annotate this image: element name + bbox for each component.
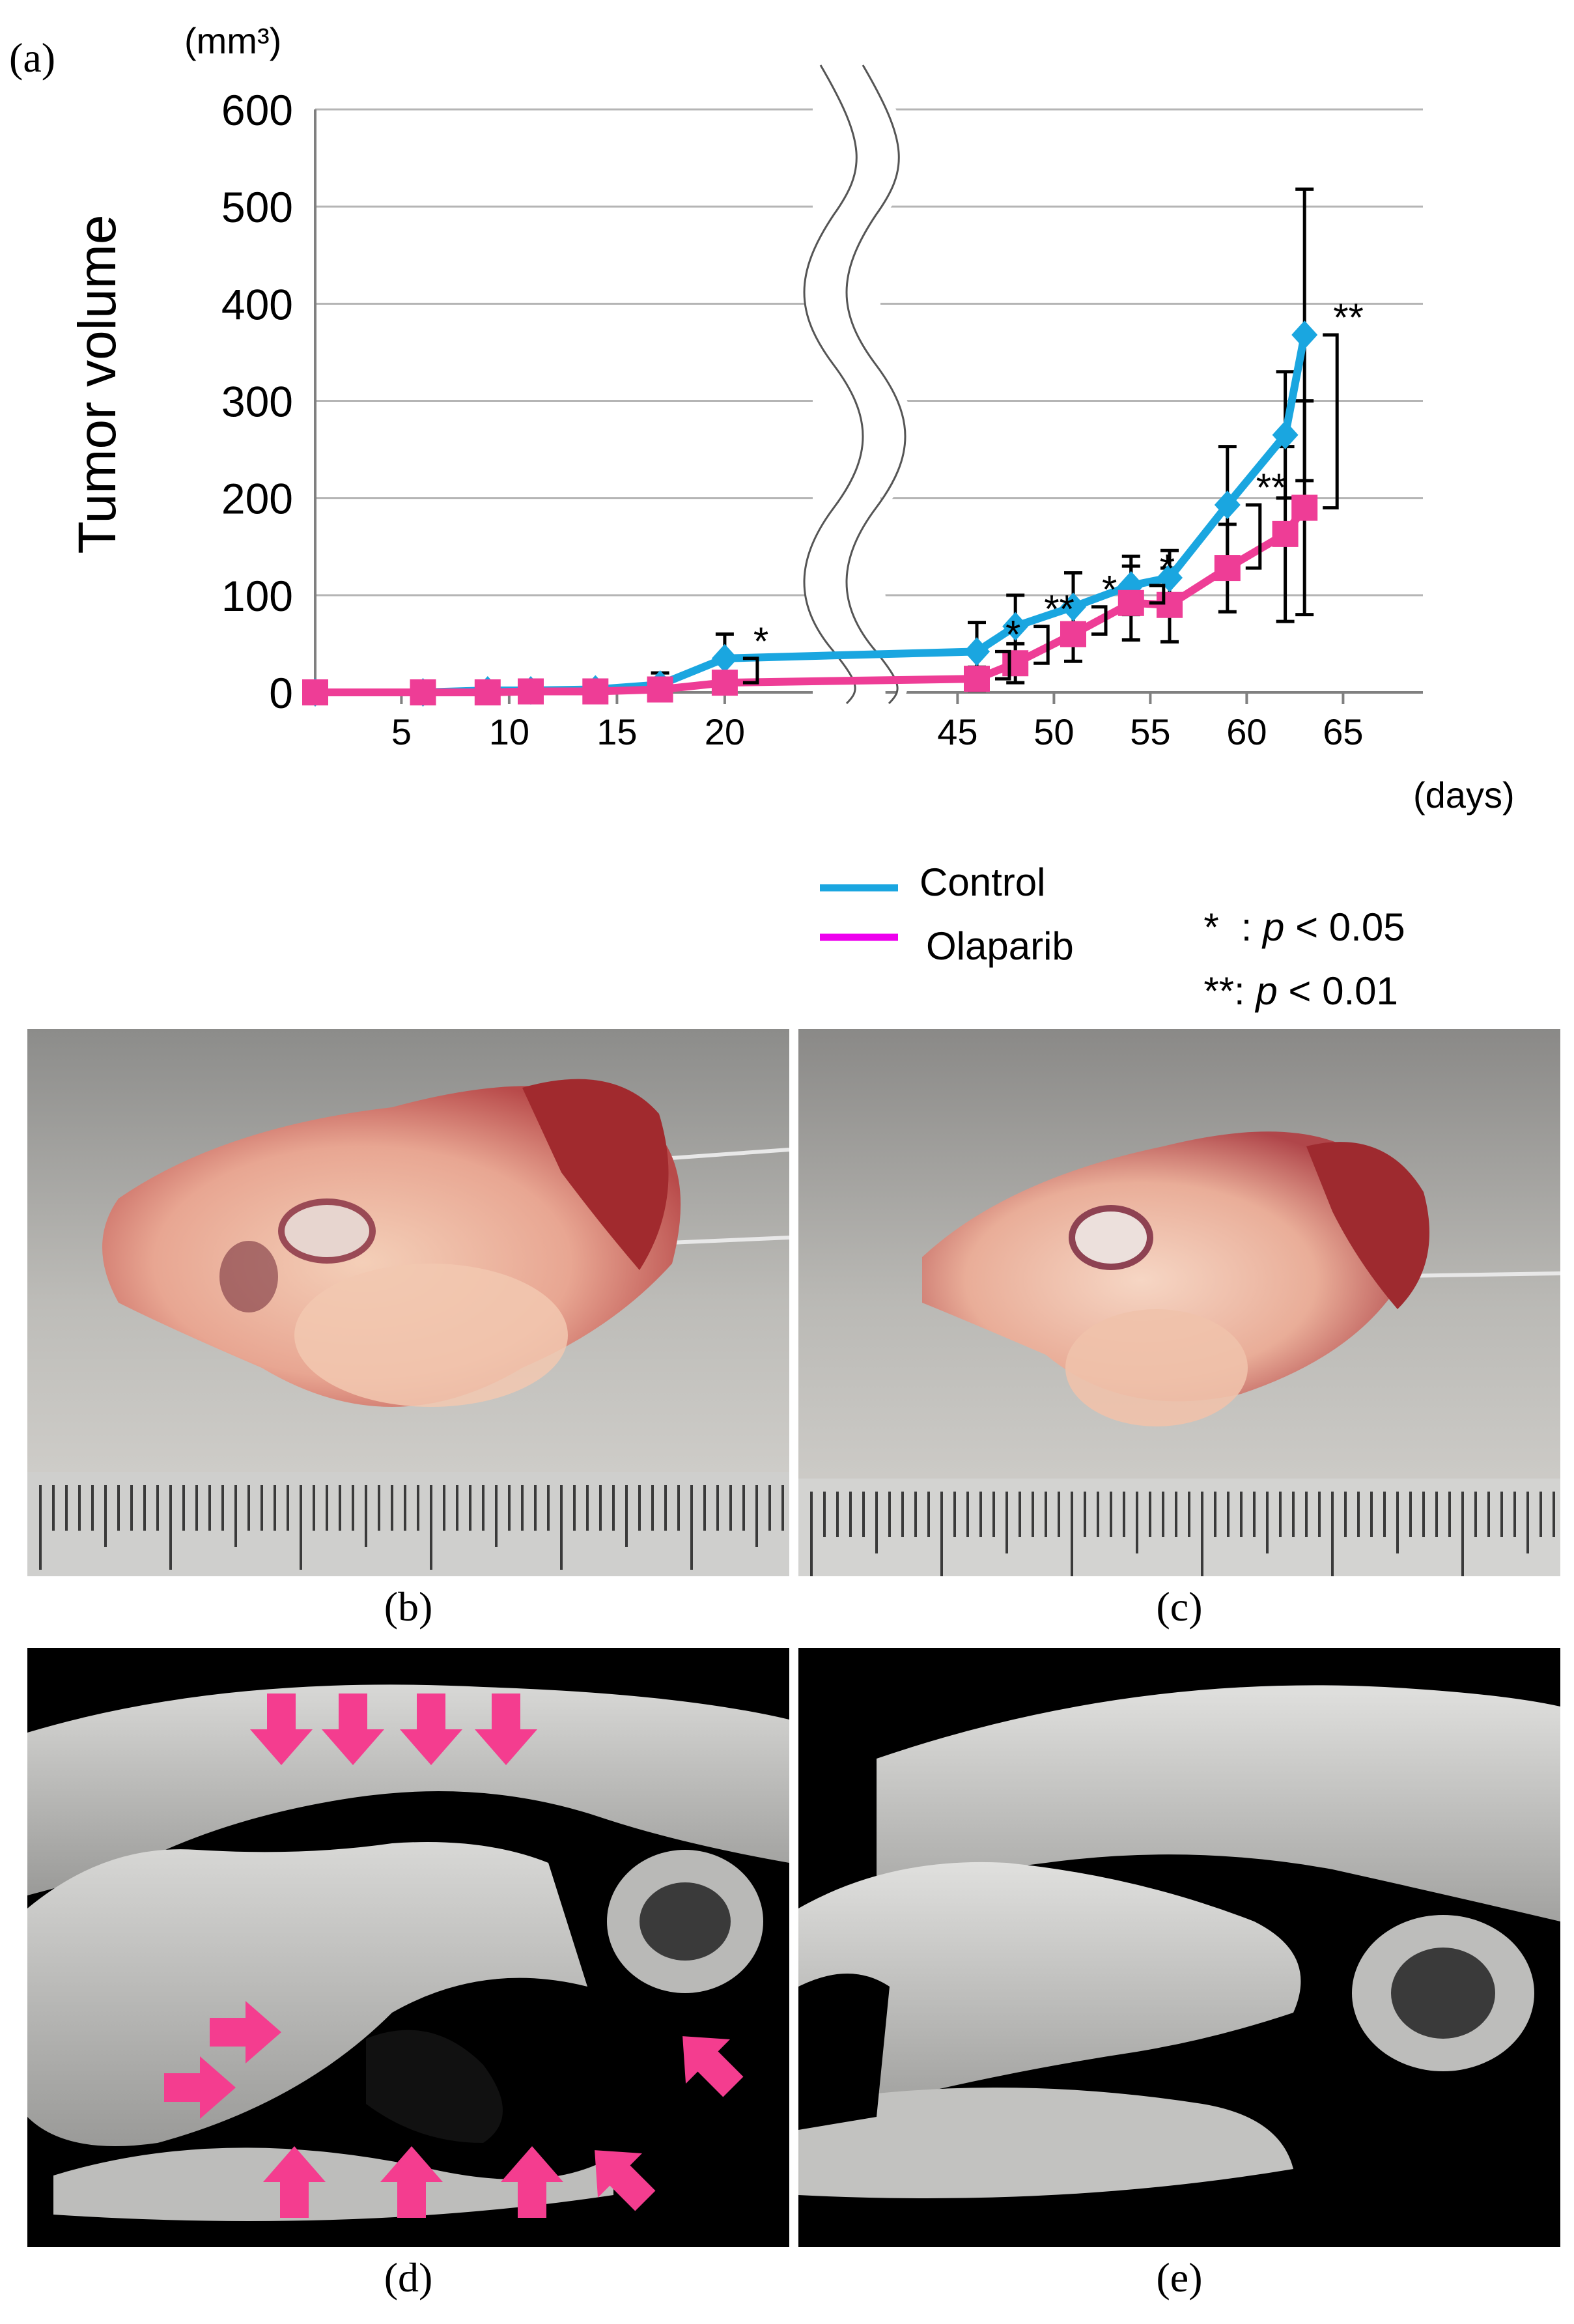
sig-mark-single: * — [1203, 905, 1219, 949]
panel-label-a: (a) — [9, 35, 56, 81]
significance-bracket — [1149, 584, 1166, 605]
significance-mark: ** — [1333, 296, 1364, 339]
marker-olaparib — [1117, 589, 1144, 616]
series-lines — [315, 333, 1309, 696]
significance-mark: * — [1160, 546, 1175, 590]
significance-brackets: * *** * ***** — [742, 296, 1364, 685]
x-tick-label: 20 — [705, 711, 745, 752]
legend-label-control: Control — [920, 860, 1046, 904]
y-tick-label: 0 — [269, 669, 293, 717]
arrow-right-icon — [164, 2056, 236, 2119]
marker-control — [964, 637, 990, 666]
marker-control — [711, 644, 738, 673]
marker-olaparib — [302, 679, 328, 705]
axis-break-line — [803, 64, 864, 705]
arrow-up-icon — [263, 2146, 326, 2218]
marker-control — [1291, 320, 1318, 350]
significance-mark: ** — [1256, 466, 1287, 509]
marker-olaparib — [582, 678, 609, 705]
arrow-down-icon — [475, 1693, 537, 1765]
x-tick-label: 50 — [1033, 711, 1074, 752]
photo-olaparib-tumor — [798, 1029, 1560, 1576]
arrow-right-icon — [210, 2001, 281, 2063]
y-tick-label: 100 — [221, 572, 293, 620]
marker-olaparib — [1060, 621, 1086, 647]
arrow-overlay — [164, 1693, 744, 2218]
marker-olaparib — [410, 679, 436, 705]
marker-olaparib — [1157, 591, 1183, 618]
arrow-up-icon — [501, 2146, 563, 2218]
x-tick-label: 55 — [1130, 711, 1170, 752]
arrow-upleft-icon — [682, 2036, 744, 2097]
photo-control-tumor — [27, 1029, 789, 1576]
arrow-down-icon — [250, 1693, 313, 1765]
sig-mark-double: ** — [1203, 969, 1235, 1013]
legend-swatches — [820, 884, 898, 941]
panel-label-d: (d) — [384, 2254, 433, 2301]
y-tick-label: 600 — [221, 86, 293, 134]
x-tick-label: 45 — [937, 711, 977, 752]
series-markers — [302, 320, 1318, 707]
marker-olaparib — [964, 666, 990, 692]
series-line-control — [315, 333, 1309, 696]
axis-break-line — [845, 64, 906, 705]
ruler-ticks-c — [810, 1492, 1555, 1576]
significance-mark: * — [1005, 612, 1020, 656]
ruler-ticks-b — [39, 1485, 784, 1570]
arrow-down-icon — [400, 1693, 462, 1765]
y-tick-label: 400 — [221, 280, 293, 328]
y-tick-label: 500 — [221, 183, 293, 231]
significance-bracket — [742, 657, 759, 685]
x-axis-unit: (days) — [1413, 774, 1515, 815]
y-axis-title: Tumor volume — [68, 214, 127, 554]
significance-bracket — [1033, 625, 1050, 665]
significance-bracket — [1245, 503, 1262, 570]
x-tick-label: 10 — [489, 711, 529, 752]
significance-mark: * — [753, 619, 768, 663]
y-axis-unit: (mm³) — [184, 20, 282, 61]
significance-bracket — [1091, 605, 1108, 636]
x-tick-label: 5 — [391, 711, 412, 752]
marker-control — [1002, 612, 1029, 641]
arrow-up-icon — [380, 2146, 443, 2218]
panel-label-b: (b) — [384, 1583, 433, 1630]
x-tick-label: 15 — [597, 711, 637, 752]
marker-olaparib — [474, 679, 501, 705]
marker-olaparib — [518, 678, 544, 705]
axis-break-marker — [803, 59, 915, 710]
significance-mark: ** — [1044, 588, 1075, 631]
x-tick-label: 65 — [1323, 711, 1363, 752]
significance-bracket — [1323, 333, 1339, 510]
arrow-down-icon — [322, 1693, 384, 1765]
marker-control — [1272, 420, 1299, 449]
marker-control — [1060, 592, 1086, 621]
panel-label-c: (c) — [1156, 1583, 1203, 1630]
significance-mark: * — [1102, 568, 1117, 612]
marker-olaparib — [1272, 520, 1299, 547]
y-tick-label: 200 — [221, 475, 293, 523]
legend-label-olaparib: Olaparib — [926, 924, 1074, 968]
ct-olaparib-skull — [798, 1648, 1560, 2247]
marker-olaparib — [711, 670, 738, 696]
marker-olaparib — [1002, 650, 1029, 677]
significance-bracket — [995, 649, 1011, 681]
panel-label-e: (e) — [1156, 2254, 1203, 2301]
marker-olaparib — [647, 676, 673, 703]
x-tick-label: 60 — [1226, 711, 1267, 752]
error-bars — [651, 187, 1314, 694]
arrow-upleft-icon — [595, 2150, 656, 2211]
legend-significance-1: *: p < 0.05 — [1203, 905, 1405, 949]
marker-control — [1214, 490, 1241, 520]
y-tick-label: 300 — [221, 378, 293, 426]
ct-control-skull — [27, 1648, 789, 2247]
marker-olaparib — [1214, 555, 1241, 582]
legend-significance-2: **: p < 0.01 — [1203, 969, 1398, 1013]
marker-olaparib — [1291, 494, 1318, 521]
tick-labels: 0 100 200 300 400 500 600 5 10 15 20 45 50 55 60 65 — [221, 86, 1364, 752]
